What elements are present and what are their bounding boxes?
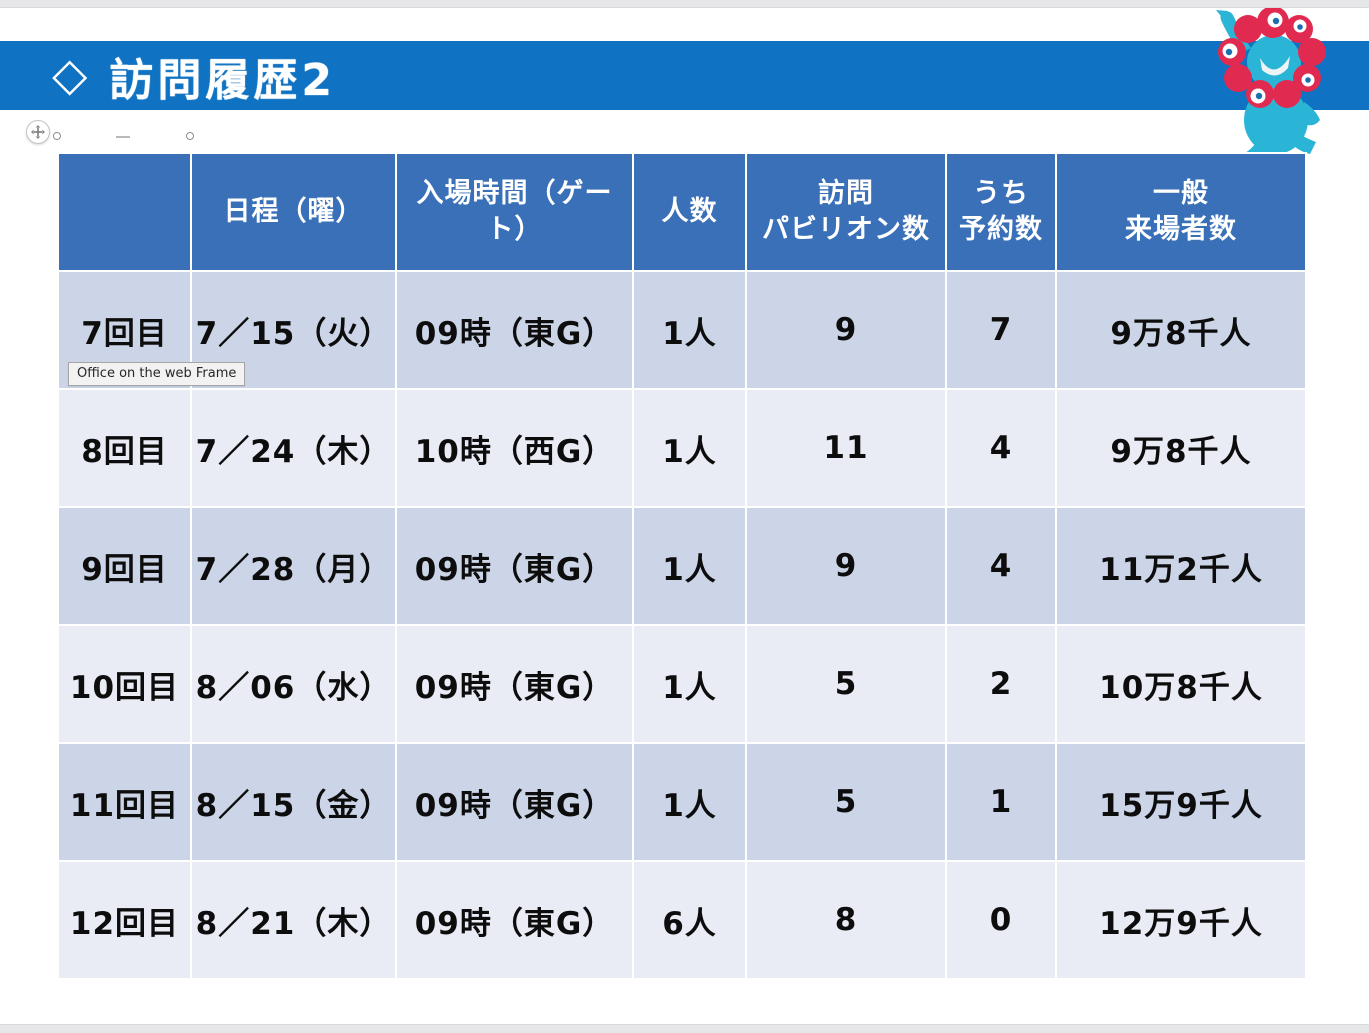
cell-visitors[interactable]: 11万2千人 — [1055, 506, 1307, 626]
title-wrap: ◇ 訪問履歴2 — [0, 44, 336, 108]
cell-pavilions[interactable]: 11 — [745, 388, 947, 508]
header-row: 日程（曜） 入場時間（ゲート） 人数 訪問 パビリオン数 うち 予約数 一般 来… — [57, 152, 1307, 272]
cell-date[interactable]: 7／24（木） — [190, 388, 397, 508]
cell-visitors[interactable]: 9万8千人 — [1055, 270, 1307, 390]
visit-history-table: 日程（曜） 入場時間（ゲート） 人数 訪問 パビリオン数 うち 予約数 一般 来… — [57, 152, 1307, 980]
cell-people[interactable]: 1人 — [632, 388, 747, 508]
cell-visitors[interactable]: 10万8千人 — [1055, 624, 1307, 744]
cell-reservations[interactable]: 1 — [945, 742, 1057, 862]
cell-reservations[interactable]: 0 — [945, 860, 1057, 980]
cell-people[interactable]: 1人 — [632, 270, 747, 390]
resize-bar-handle[interactable] — [116, 136, 130, 138]
slide-title-banner[interactable]: ◇ 訪問履歴2 — [0, 41, 1369, 110]
diamond-bullet-icon: ◇ — [52, 46, 88, 101]
cell-reservations[interactable]: 4 — [945, 388, 1057, 508]
cell-pavilions[interactable]: 5 — [745, 624, 947, 744]
table-row: 7回目 7／15（火） 09時（東G） 1人 9 7 9万8千人 — [57, 270, 1307, 390]
header-reservations[interactable]: うち 予約数 — [945, 152, 1057, 272]
window-bottom-edge — [0, 1024, 1369, 1033]
cell-entry-time[interactable]: 09時（東G） — [395, 624, 634, 744]
cell-visitors[interactable]: 12万9千人 — [1055, 860, 1307, 980]
window-top-edge — [0, 0, 1369, 8]
cell-people[interactable]: 1人 — [632, 506, 747, 626]
move-cross-icon — [31, 125, 45, 139]
header-people[interactable]: 人数 — [632, 152, 747, 272]
cell-people[interactable]: 6人 — [632, 860, 747, 980]
cell-pavilions[interactable]: 9 — [745, 270, 947, 390]
cell-entry-time[interactable]: 09時（東G） — [395, 270, 634, 390]
table-row: 9回目 7／28（月） 09時（東G） 1人 9 4 11万2千人 — [57, 506, 1307, 626]
cell-pavilions[interactable]: 8 — [745, 860, 947, 980]
header-pavilions[interactable]: 訪問 パビリオン数 — [745, 152, 947, 272]
header-visitors[interactable]: 一般 来場者数 — [1055, 152, 1307, 272]
cell-reservations[interactable]: 7 — [945, 270, 1057, 390]
header-entry-time[interactable]: 入場時間（ゲート） — [395, 152, 634, 272]
cell-entry-time[interactable]: 09時（東G） — [395, 742, 634, 862]
resize-handle-icon[interactable] — [53, 132, 61, 140]
header-blank[interactable] — [57, 152, 192, 272]
cell-date[interactable]: 7／15（火） — [190, 270, 397, 390]
cell-reservations[interactable]: 4 — [945, 506, 1057, 626]
resize-handle-icon[interactable] — [186, 132, 194, 140]
myaku-myaku-mascot-image — [1216, 6, 1326, 158]
cell-reservations[interactable]: 2 — [945, 624, 1057, 744]
table-row: 8回目 7／24（木） 10時（西G） 1人 11 4 9万8千人 — [57, 388, 1307, 508]
cell-visit-no[interactable]: 9回目 — [57, 506, 192, 626]
cell-date[interactable]: 8／06（水） — [190, 624, 397, 744]
cell-visit-no[interactable]: 12回目 — [57, 860, 192, 980]
cell-date[interactable]: 8／21（木） — [190, 860, 397, 980]
table-row: 11回目 8／15（金） 09時（東G） 1人 5 1 15万9千人 — [57, 742, 1307, 862]
cell-date[interactable]: 7／28（月） — [190, 506, 397, 626]
cell-entry-time[interactable]: 09時（東G） — [395, 506, 634, 626]
object-move-handle[interactable] — [26, 120, 50, 144]
cell-entry-time[interactable]: 10時（西G） — [395, 388, 634, 508]
table-row: 10回目 8／06（水） 09時（東G） 1人 5 2 10万8千人 — [57, 624, 1307, 744]
page-title: 訪問履歴2 — [109, 54, 337, 106]
cell-visit-no[interactable]: 10回目 — [57, 624, 192, 744]
cell-date[interactable]: 8／15（金） — [190, 742, 397, 862]
header-date[interactable]: 日程（曜） — [190, 152, 397, 272]
cell-pavilions[interactable]: 9 — [745, 506, 947, 626]
office-web-frame-tooltip: Office on the web Frame — [68, 362, 246, 386]
cell-visit-no[interactable]: 11回目 — [57, 742, 192, 862]
cell-people[interactable]: 1人 — [632, 624, 747, 744]
cell-visitors[interactable]: 15万9千人 — [1055, 742, 1307, 862]
cell-entry-time[interactable]: 09時（東G） — [395, 860, 634, 980]
cell-visit-no[interactable]: 8回目 — [57, 388, 192, 508]
cell-visitors[interactable]: 9万8千人 — [1055, 388, 1307, 508]
cell-people[interactable]: 1人 — [632, 742, 747, 862]
cell-pavilions[interactable]: 5 — [745, 742, 947, 862]
table-row: 12回目 8／21（木） 09時（東G） 6人 8 0 12万9千人 — [57, 860, 1307, 980]
